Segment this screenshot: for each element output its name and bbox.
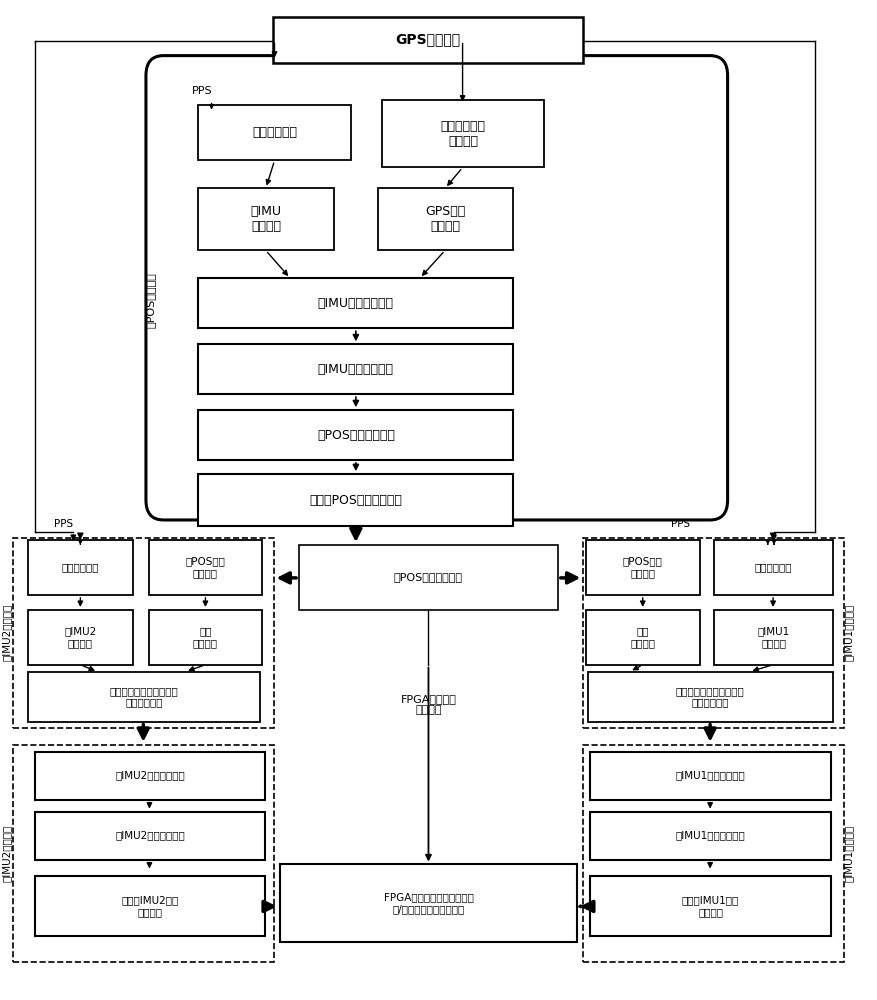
Text: 子IMU2传递对准模块: 子IMU2传递对准模块 — [115, 831, 185, 841]
FancyBboxPatch shape — [148, 610, 262, 665]
FancyBboxPatch shape — [35, 812, 265, 859]
FancyBboxPatch shape — [715, 610, 832, 665]
Text: 时间同步模块: 时间同步模块 — [253, 126, 297, 139]
Text: GPS数据
杆臂补偿: GPS数据 杆臂补偿 — [425, 205, 466, 233]
FancyBboxPatch shape — [198, 188, 334, 250]
FancyBboxPatch shape — [28, 672, 260, 722]
FancyBboxPatch shape — [586, 540, 700, 595]
Text: 主POS实时导航: 主POS实时导航 — [146, 272, 155, 328]
FancyBboxPatch shape — [590, 812, 831, 859]
FancyBboxPatch shape — [148, 540, 262, 595]
Text: 主POS实时
导航结果: 主POS实时 导航结果 — [185, 557, 225, 578]
FancyBboxPatch shape — [198, 278, 513, 328]
FancyBboxPatch shape — [280, 864, 577, 942]
FancyBboxPatch shape — [590, 752, 831, 800]
Text: 输出子IMU1实时
导航结果: 输出子IMU1实时 导航结果 — [682, 896, 739, 917]
Text: 主IMU捷联解算模块: 主IMU捷联解算模块 — [317, 363, 394, 376]
Text: PPS: PPS — [192, 86, 213, 96]
Text: 主IMU初始对准模块: 主IMU初始对准模块 — [317, 297, 394, 310]
Bar — [583, 745, 844, 962]
FancyBboxPatch shape — [299, 545, 558, 610]
FancyBboxPatch shape — [198, 474, 513, 526]
FancyBboxPatch shape — [378, 188, 513, 250]
Bar — [13, 745, 274, 962]
Text: 位置、速度、
时间信息: 位置、速度、 时间信息 — [440, 120, 486, 148]
FancyBboxPatch shape — [28, 540, 132, 595]
Text: 子IMU1初始对准: 子IMU1初始对准 — [844, 604, 853, 661]
Text: 时间同步模块: 时间同步模块 — [61, 562, 99, 572]
Text: 基于惯性矢量二次积分的
解析对准模块: 基于惯性矢量二次积分的 解析对准模块 — [676, 686, 745, 708]
FancyBboxPatch shape — [715, 540, 832, 595]
FancyBboxPatch shape — [146, 56, 728, 520]
Text: 基于惯性矢量二次积分的
解析对准模块: 基于惯性矢量二次积分的 解析对准模块 — [110, 686, 178, 708]
Text: FPGA数据输入
输出模块: FPGA数据输入 输出模块 — [401, 694, 456, 716]
Text: PPS: PPS — [671, 519, 690, 529]
Text: 二级
杆臂补偿: 二级 杆臂补偿 — [193, 627, 217, 648]
Text: 输出子IMU2实时
导航结果: 输出子IMU2实时 导航结果 — [121, 896, 179, 917]
FancyBboxPatch shape — [588, 672, 832, 722]
FancyBboxPatch shape — [590, 876, 831, 936]
Text: GPS原始数据: GPS原始数据 — [396, 33, 460, 47]
Text: FPGA输出各节点导航结果和
主/子节点间相对空间关系: FPGA输出各节点导航结果和 主/子节点间相对空间关系 — [383, 893, 474, 914]
FancyBboxPatch shape — [198, 105, 352, 160]
Text: 子IMU1捷联解算模块: 子IMU1捷联解算模块 — [675, 771, 745, 781]
Bar — [583, 538, 844, 728]
Text: 子IMU2初始对准: 子IMU2初始对准 — [2, 604, 12, 661]
FancyBboxPatch shape — [35, 876, 265, 936]
Text: 子IMU2捷联解算模块: 子IMU2捷联解算模块 — [115, 771, 185, 781]
FancyBboxPatch shape — [198, 344, 513, 394]
FancyBboxPatch shape — [586, 610, 700, 665]
Text: 子IMU1传递对准模块: 子IMU1传递对准模块 — [675, 831, 745, 841]
Text: 主POS实时导航结果: 主POS实时导航结果 — [394, 572, 463, 582]
Text: 输出主POS实时导航结果: 输出主POS实时导航结果 — [310, 493, 403, 506]
FancyBboxPatch shape — [273, 17, 583, 63]
FancyBboxPatch shape — [382, 100, 544, 167]
Text: 主POS实时
导航结果: 主POS实时 导航结果 — [623, 557, 663, 578]
Text: 子IMU1
原始数据: 子IMU1 原始数据 — [758, 627, 789, 648]
FancyBboxPatch shape — [198, 410, 513, 460]
Text: 主POS组合估计模块: 主POS组合估计模块 — [317, 429, 395, 442]
Text: 子IMU1实时导航: 子IMU1实时导航 — [844, 825, 853, 882]
Text: 子IMU2
原始数据: 子IMU2 原始数据 — [64, 627, 96, 648]
FancyBboxPatch shape — [35, 752, 265, 800]
Text: 二级
杆臂补偿: 二级 杆臂补偿 — [631, 627, 655, 648]
FancyBboxPatch shape — [28, 610, 132, 665]
Text: 子IMU2实时导航: 子IMU2实时导航 — [2, 825, 12, 882]
Text: 主IMU
原始数据: 主IMU 原始数据 — [251, 205, 282, 233]
Text: 时间同步模块: 时间同步模块 — [755, 562, 792, 572]
Text: PPS: PPS — [54, 519, 73, 529]
Bar — [13, 538, 274, 728]
